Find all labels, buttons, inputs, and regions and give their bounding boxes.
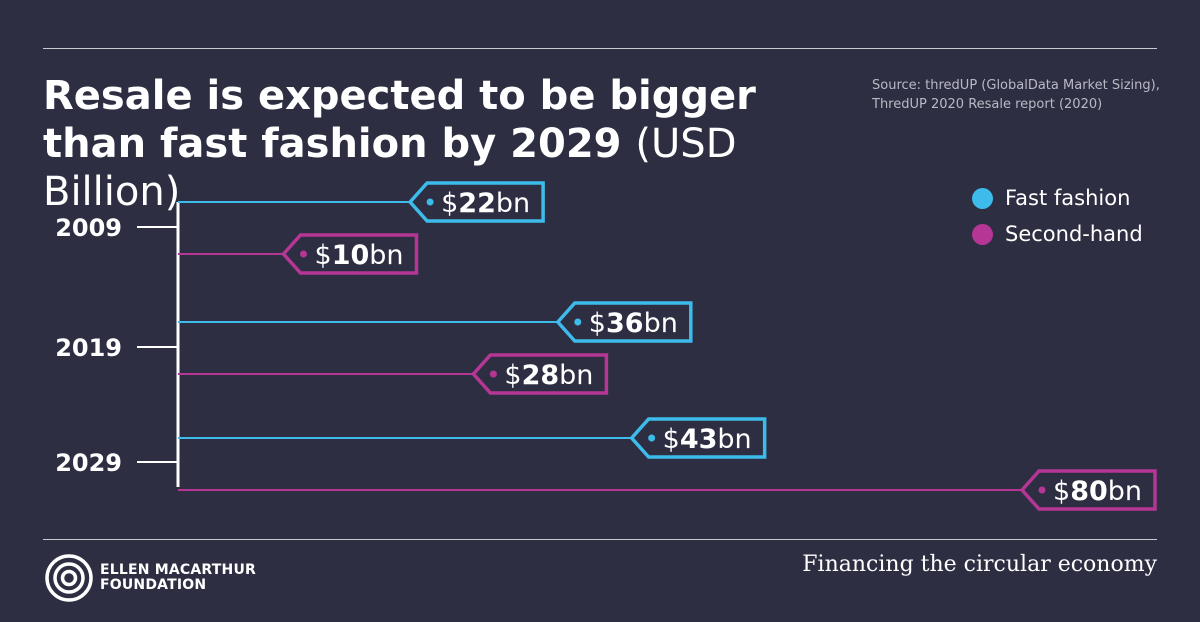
tag-outline-fast-fashion-2019 — [555, 301, 693, 343]
legend-swatch-fast-fashion — [972, 187, 993, 209]
value-tag-second-hand-2019: $28bn — [471, 353, 609, 395]
chart-title-text: Resale is expected to be bigger than fas… — [43, 73, 756, 167]
data-label-fast-fashion-2019: $36bn — [589, 308, 678, 339]
tag-hole-fast-fashion-2029 — [648, 434, 656, 442]
value-tag-fast-fashion-2029: $43bn — [629, 417, 767, 459]
tag-outline-second-hand-2009 — [281, 233, 419, 275]
y-tick-label-2009: 2009 — [55, 214, 122, 242]
tag-outline-second-hand-2029 — [1019, 469, 1157, 511]
tag-outline-second-hand-2019 — [471, 353, 609, 395]
top-divider — [43, 48, 1157, 49]
tag-hole-second-hand-2009 — [300, 250, 307, 258]
y-tick-label-2019: 2019 — [55, 334, 122, 362]
legend-swatch-second-hand — [972, 223, 993, 245]
legend-label-fast-fashion: Fast fashion — [1005, 186, 1131, 210]
tag-hole-second-hand-2019 — [489, 370, 497, 378]
value-tag-second-hand-2029: $80bn — [1019, 469, 1157, 511]
chart-title: Resale is expected to be bigger than fas… — [43, 72, 823, 216]
tag-hole-fast-fashion-2019 — [574, 318, 582, 326]
tag-hole-fast-fashion-2009 — [426, 198, 434, 206]
source-note: Source: thredUP (GlobalData Market Sizin… — [872, 78, 1160, 112]
foundation-name: ELLEN MACARTHUR FOUNDATION — [100, 562, 257, 593]
legend-label-second-hand: Second-hand — [1005, 222, 1143, 246]
data-label-second-hand-2029: $80bn — [1053, 476, 1142, 507]
data-label-fast-fashion-2029: $43bn — [663, 424, 752, 455]
data-label-second-hand-2009: $10bn — [315, 240, 404, 271]
tag-hole-second-hand-2029 — [1038, 486, 1046, 494]
value-tag-second-hand-2009: $10bn — [281, 233, 419, 275]
legend: Fast fashion Second-hand — [972, 180, 1143, 252]
legend-item-fast-fashion: Fast fashion — [972, 180, 1143, 216]
circular-rings-icon — [45, 554, 93, 602]
tag-outline-fast-fashion-2029 — [629, 417, 767, 459]
footer-tagline: Financing the circular economy — [802, 552, 1157, 577]
value-tag-fast-fashion-2019: $36bn — [555, 301, 693, 343]
foundation-logo: ELLEN MACARTHUR FOUNDATION — [44, 553, 256, 603]
chart-title-unit: (USD Billion) — [43, 121, 737, 215]
legend-item-second-hand: Second-hand — [972, 216, 1143, 252]
data-label-second-hand-2019: $28bn — [504, 360, 593, 391]
bottom-divider — [43, 539, 1157, 540]
tag-outline-fast-fashion-2009 — [407, 181, 545, 223]
y-tick-label-2029: 2029 — [55, 449, 122, 477]
value-tag-fast-fashion-2009: $22bn — [407, 181, 545, 223]
data-label-fast-fashion-2009: $22bn — [441, 188, 530, 219]
